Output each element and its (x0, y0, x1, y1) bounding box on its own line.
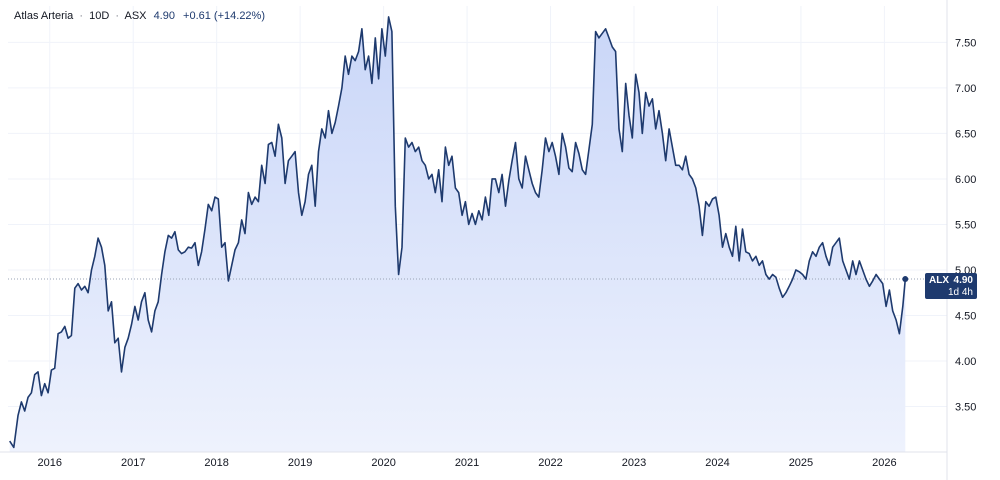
exchange-label: ASX (124, 10, 147, 22)
x-tick-label: 2023 (622, 457, 646, 469)
y-tick-label: 5.50 (955, 219, 976, 231)
x-tick-label: 2016 (37, 457, 61, 469)
x-tick-label: 2022 (538, 457, 562, 469)
price-tag-symbol: ALX (929, 275, 949, 286)
y-tick-label: 6.00 (955, 174, 976, 186)
x-tick-label: 2024 (705, 457, 729, 469)
time-axis-labels: 2016 2017 2018 2019 2020 2021 2022 2023 2024 2025… (37, 457, 896, 469)
price-tag-value: 4.90 (953, 275, 973, 286)
bar-countdown: 1d 4h (947, 287, 973, 298)
x-tick-label: 2020 (371, 457, 395, 469)
y-tick-label: 3.50 (955, 401, 976, 413)
x-tick-label: 2026 (872, 457, 896, 469)
y-tick-label: 7.50 (955, 37, 976, 49)
x-tick-label: 2017 (121, 457, 145, 469)
x-tick-label: 2019 (288, 457, 312, 469)
last-price-dot (902, 276, 909, 283)
last-price-tag: ALX 4.90 1d 4h (925, 273, 977, 299)
last-price-value: 4.90 (153, 10, 175, 22)
x-tick-label: 2018 (204, 457, 228, 469)
price-axis-labels: 3.504.004.505.005.506.006.507.007.50 (955, 37, 976, 413)
price-line-series (9, 16, 907, 449)
chart-legend: Atlas Arteria · 10D · ASX 4.90 +0.61 (+1… (14, 10, 265, 22)
y-tick-label: 4.50 (955, 310, 976, 322)
symbol-name: Atlas Arteria (14, 10, 74, 22)
price-area-fill (9, 16, 906, 453)
x-tick-label: 2025 (789, 457, 813, 469)
x-tick-label: 2021 (455, 457, 479, 469)
y-tick-label: 4.00 (955, 356, 976, 368)
y-tick-label: 7.00 (955, 83, 976, 95)
legend-separator: · (79, 10, 84, 22)
interval-label[interactable]: 10D (89, 10, 110, 22)
y-tick-label: 6.50 (955, 128, 976, 140)
price-change-value: +0.61 (+14.22%) (183, 10, 265, 22)
legend-separator: · (115, 10, 120, 22)
